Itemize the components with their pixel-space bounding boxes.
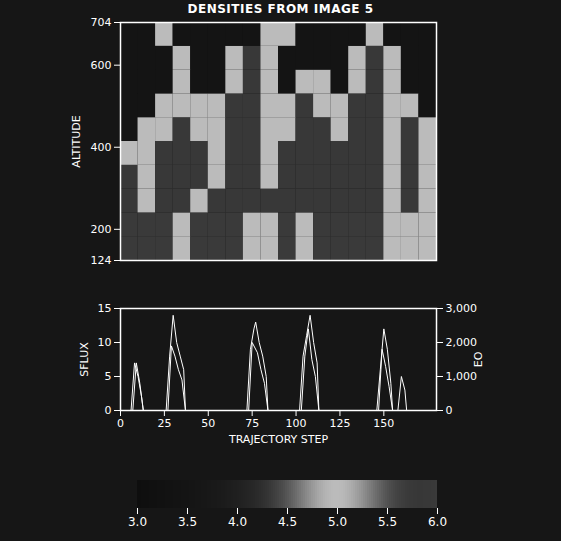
svg-text:0: 0 [446, 404, 453, 417]
svg-text:100: 100 [286, 417, 307, 430]
svg-text:400: 400 [91, 141, 112, 154]
svg-text:5: 5 [105, 370, 112, 383]
svg-text:50: 50 [201, 417, 215, 430]
svg-text:3.5: 3.5 [178, 515, 197, 529]
svg-text:600: 600 [91, 59, 112, 72]
svg-text:124: 124 [91, 254, 112, 267]
svg-text:5.0: 5.0 [328, 515, 347, 529]
svg-text:704: 704 [91, 16, 112, 29]
svg-text:EO: EO [472, 351, 485, 367]
svg-text:150: 150 [373, 417, 394, 430]
svg-text:0: 0 [117, 417, 124, 430]
svg-text:4.5: 4.5 [278, 515, 297, 529]
svg-text:TRAJECTORY STEP: TRAJECTORY STEP [228, 433, 329, 446]
svg-text:1,000: 1,000 [446, 370, 478, 383]
svg-text:200: 200 [91, 223, 112, 236]
svg-text:25: 25 [157, 417, 171, 430]
svg-text:4.0: 4.0 [228, 515, 247, 529]
svg-text:5.5: 5.5 [378, 515, 397, 529]
svg-text:2,000: 2,000 [446, 336, 478, 349]
svg-text:ALTITUDE: ALTITUDE [70, 115, 83, 167]
svg-text:SFLUX: SFLUX [78, 342, 91, 377]
svg-text:10: 10 [98, 336, 112, 349]
svg-text:3.0: 3.0 [128, 515, 147, 529]
svg-text:125: 125 [329, 417, 350, 430]
svg-text:3,000: 3,000 [446, 302, 478, 315]
svg-text:0: 0 [105, 404, 112, 417]
svg-text:75: 75 [245, 417, 259, 430]
html-text:DENSITIES FROM IMAGE 5: DENSITIES FROM IMAGE 5 [187, 2, 374, 16]
svg-text:6.0: 6.0 [428, 515, 447, 529]
svg-text:15: 15 [98, 302, 112, 315]
